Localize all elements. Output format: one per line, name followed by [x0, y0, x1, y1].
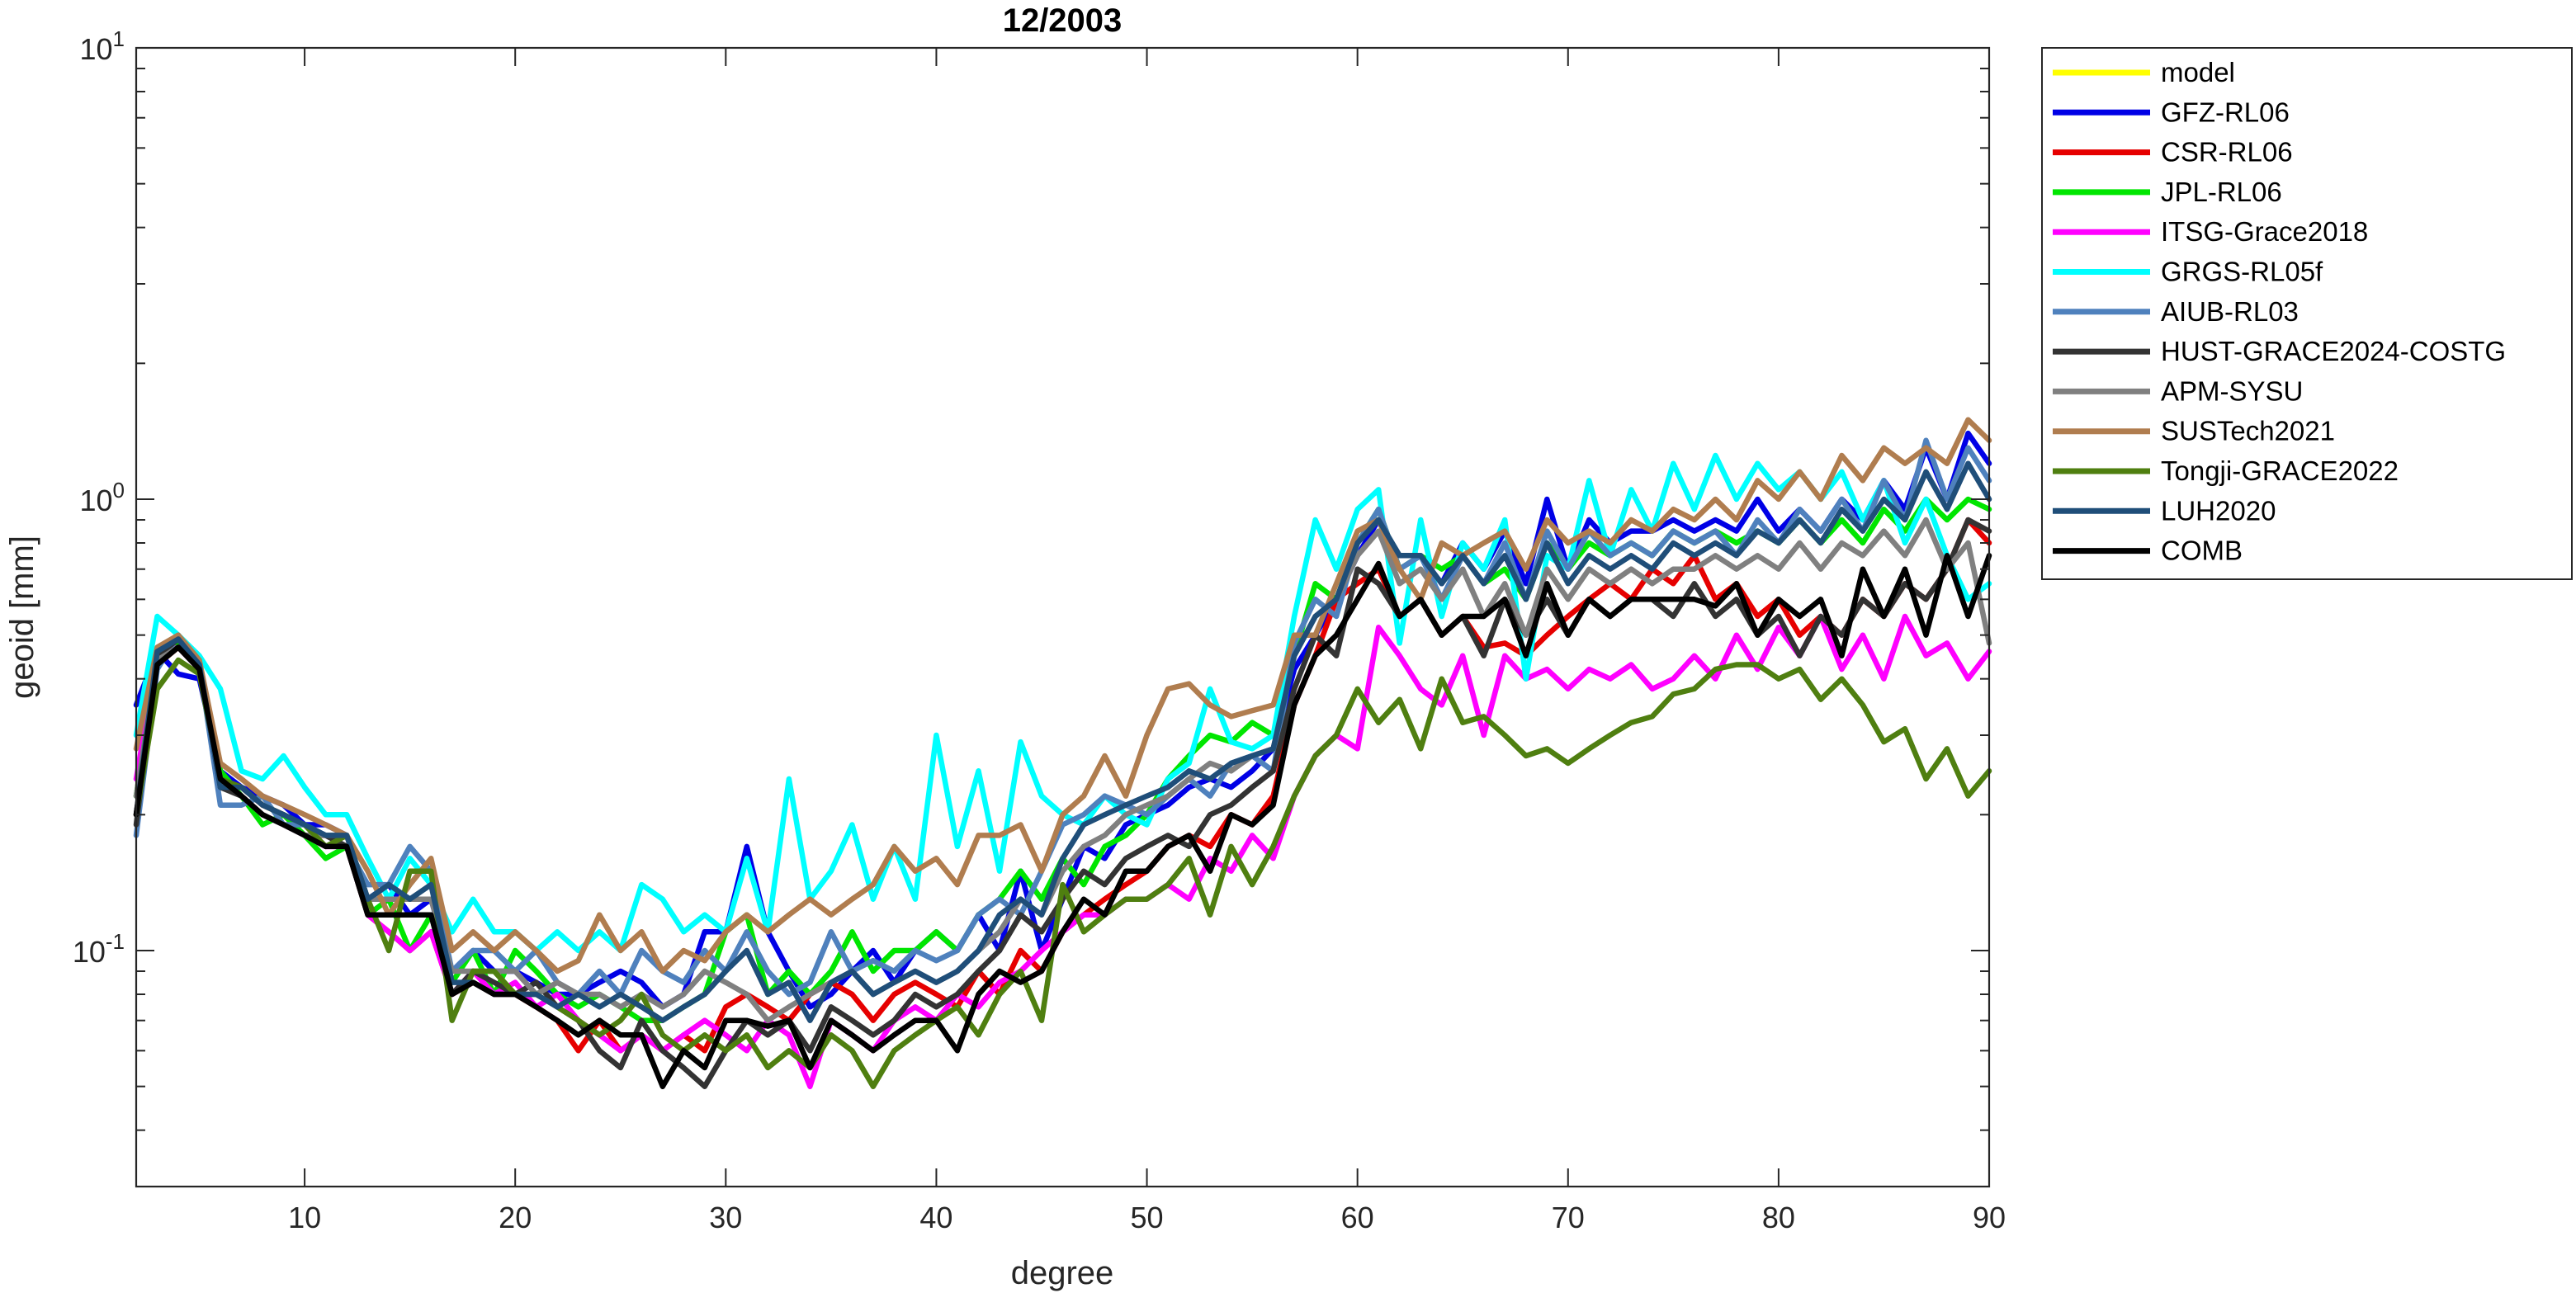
plot-area [136, 48, 1989, 1187]
x-tick-label: 30 [709, 1201, 742, 1234]
axis-ticks: 10 20 30 40 50 60 70 80 90 10-1 100 101 [73, 26, 2006, 1234]
x-tick-label: 60 [1341, 1201, 1374, 1234]
y-tick-label: 101 [79, 26, 125, 66]
x-tick-label: 20 [499, 1201, 532, 1234]
legend-label-itsg-grace2018: ITSG-Grace2018 [2161, 216, 2368, 247]
legend: model GFZ-RL06 CSR-RL06 JPL-RL06 ITSG-Grace2… [2041, 47, 2573, 580]
legend-label-csr-rl06: CSR-RL06 [2161, 137, 2293, 168]
plot-frame [135, 46, 1991, 1188]
chart-title: 12/2003 [1003, 2, 1123, 39]
x-tick-label: 40 [919, 1201, 952, 1234]
x-tick-label: 50 [1131, 1201, 1164, 1234]
y-tick-label: 10-1 [73, 929, 125, 969]
series-layer [133, 417, 1992, 1089]
legend-label-jpl-rl06: JPL-RL06 [2161, 177, 2282, 207]
y-axis-title: geoid [mm] [4, 536, 40, 699]
x-axis-title: degree [1011, 1255, 1114, 1291]
legend-label-model: model [2161, 57, 2235, 87]
legend-label-comb: COMB [2161, 536, 2243, 566]
legend-label-apm-sysu: APM-SYSU [2161, 375, 2303, 406]
x-tick-label: 90 [1973, 1201, 2006, 1234]
legend-label-grgs-rl05f: GRGS-RL05f [2161, 257, 2323, 287]
legend-label-gfz-rl06: GFZ-RL06 [2161, 97, 2290, 127]
legend-items: model GFZ-RL06 CSR-RL06 JPL-RL06 ITSG-Grace2… [2053, 57, 2506, 566]
legend-label-aiub-rl03: AIUB-RL03 [2161, 296, 2299, 327]
x-tick-label: 80 [1762, 1201, 1795, 1234]
legend-label-luh2020: LUH2020 [2161, 495, 2276, 526]
y-tick-label: 100 [79, 478, 125, 517]
series-line-luh2020 [133, 460, 1992, 1023]
legend-label-tongji-grace2022: Tongji-GRACE2022 [2161, 455, 2399, 486]
legend-label-hust-grace2024-costg: HUST-GRACE2024-COSTG [2161, 336, 2506, 366]
series-line-comb [133, 553, 1992, 1089]
series-line-sustech2021 [133, 417, 1992, 974]
x-tick-label: 10 [288, 1201, 321, 1234]
x-tick-label: 70 [1552, 1201, 1585, 1234]
legend-label-sustech2021: SUSTech2021 [2161, 416, 2335, 446]
